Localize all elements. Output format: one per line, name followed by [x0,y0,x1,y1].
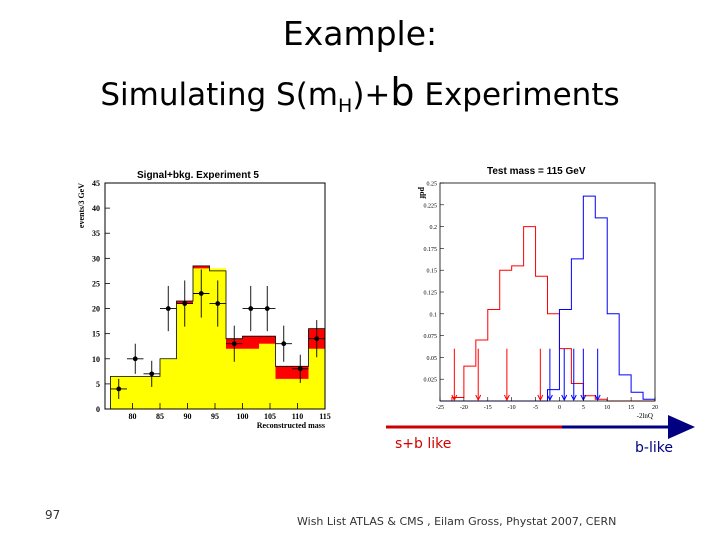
x-tick-label: 15 [628,405,634,411]
y-tick-label: 40 [92,204,100,213]
y-tick-label: 0 [96,405,100,414]
x-tick-label: 10 [604,405,610,411]
y-tick-label: 0.1 [430,312,438,318]
page-number: 97 [45,508,61,522]
experiment-marker-arrow [503,394,510,402]
background-bar [275,378,292,409]
y-tick-label: 0.25 [427,182,438,188]
y-tick-label: 0.125 [424,291,438,297]
sb-pdf-line [440,226,655,402]
data-point [198,291,204,296]
data-point [297,366,303,372]
data-point [281,341,287,347]
x-tick-label: -25 [436,405,444,411]
title-subscript: H [338,95,353,118]
y-tick-label: 0.15 [427,269,438,275]
background-bar [308,348,325,409]
background-bar [242,348,259,409]
x-tick-label: 80 [129,412,137,421]
background-bar [292,378,309,409]
pdf-chart: 0.025 0.05 0.075 0.1 0.125 0.15 0.175 0.2 0.225 0… [405,158,665,420]
experiment-marker-arrow [570,394,577,402]
x-tick-label: 5 [582,405,585,411]
y-tick-label: 20 [92,305,100,314]
histogram-chart: 0 5 10 15 20 25 30 35 40 45 80 85 90 95 100 105 110 115 Si… [75,158,333,430]
x-tick-label: -10 [508,405,516,411]
background-bar [226,348,243,409]
title-b: b [390,70,415,114]
experiment-marker-arrow [451,394,458,402]
chart2-xlabel: -2lnQ [637,412,653,420]
x-tick-label: 85 [156,412,164,421]
data-point [314,336,320,342]
chart1-title: Signal+bkg. Experiment 5 [137,170,259,181]
chart1-xlabel: Reconstructed mass [257,421,325,430]
y-tick-label: 0.075 [424,334,438,340]
x-tick-label: 0 [558,405,561,411]
data-point [116,386,122,392]
data-point [165,306,171,311]
y-tick-label: 0.2 [430,225,438,231]
x-tick-label: 100 [237,412,249,421]
y-tick-label: 5 [96,380,100,389]
background-bar [176,303,193,409]
y-tick-label: 35 [92,229,100,238]
x-tick-label: 110 [292,412,304,421]
data-point [215,301,221,306]
y-tick-label: 25 [92,279,100,288]
x-tick-label: -15 [484,405,492,411]
data-point [264,306,270,311]
x-tick-label: 20 [652,405,658,411]
background-bar [143,376,160,409]
y-tick-label: 15 [92,330,100,339]
x-tick-label: 95 [211,412,219,421]
sb-like-label: s+b like [395,436,452,452]
chart2-ylabel: pdf [418,187,427,199]
experiment-marker-arrow [537,394,544,402]
background-bar [193,268,210,409]
footer-text: Wish List ATLAS & CMS , Eilam Gross, Phy… [297,515,617,528]
y-tick-label: 30 [92,254,100,263]
slide-title-line1: Example: [282,14,438,53]
data-point [149,371,155,377]
b-like-label: b-like [635,440,673,456]
title-text-b: )+ [352,77,391,113]
experiment-marker-arrow [546,394,553,402]
background-bar [127,376,144,409]
background-bar [160,358,177,409]
y-tick-label: 0.025 [424,378,438,384]
chart2-background [405,158,665,420]
x-tick-label: 115 [319,412,331,421]
slide-title-line2: Simulating S(mH)+b Experiments [0,70,720,117]
histogram-outline [110,265,326,409]
y-tick-label: 0.225 [424,203,438,209]
y-tick-label: 0.175 [424,247,438,253]
x-tick-label: 105 [264,412,276,421]
data-point [132,356,138,362]
experiment-marker-arrow [561,394,568,402]
data-point [231,341,237,347]
x-tick-label: -20 [460,405,468,411]
data-point [182,301,188,306]
y-tick-label: 0.05 [427,356,438,362]
y-tick-label: 45 [92,179,100,188]
x-tick-label: -5 [533,405,538,411]
chart1-ylabel: events/3 GeV [77,183,86,228]
title-text-c: Experiments [414,77,620,113]
data-point [248,306,254,311]
y-tick-label: 10 [92,355,100,364]
x-tick-label: 90 [184,412,192,421]
title-text-a: Simulating S(m [100,77,339,113]
chart2-title: Test mass = 115 GeV [487,166,586,177]
experiment-marker-arrow [475,394,482,402]
experiment-marker-arrow [594,394,601,402]
background-bar [259,343,276,409]
